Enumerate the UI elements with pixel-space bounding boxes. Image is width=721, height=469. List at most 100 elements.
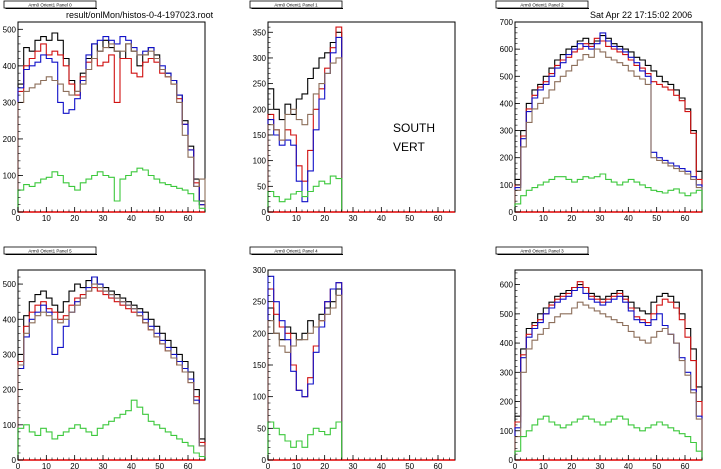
y-tick-label: 400 xyxy=(500,99,514,108)
x-tick-label: 50 xyxy=(652,214,661,223)
y-tick-label: 50 xyxy=(257,424,266,433)
y-tick-label: 300 xyxy=(500,368,514,377)
series-black xyxy=(17,32,206,212)
series-blue xyxy=(267,275,348,461)
x-tick-label: 50 xyxy=(155,462,164,469)
series-blue xyxy=(514,286,703,460)
y-tick-label: 300 xyxy=(3,98,17,107)
series-brown xyxy=(267,57,348,213)
series-green xyxy=(17,399,206,460)
series-blue xyxy=(514,32,703,212)
x-tick-label: 0 xyxy=(16,462,21,469)
y-tick-label: 400 xyxy=(3,62,17,71)
series-red xyxy=(267,282,348,461)
series-black xyxy=(514,35,703,212)
timestamp: Sat Apr 22 17:15:02 2006 xyxy=(590,10,693,20)
x-tick-label: 60 xyxy=(184,214,193,223)
panel-title: Arm0 Orient1 Panel 1 xyxy=(274,3,318,8)
series-brown xyxy=(17,283,206,460)
y-tick-label: 300 xyxy=(253,266,267,275)
series-red xyxy=(514,37,703,212)
series-brown xyxy=(514,48,703,212)
histogram-panel-3: Arm0 Orient1 Panel 5 0 10 20 30 40 50 60 0 100 200… xyxy=(3,246,206,469)
y-tick-label: 100 xyxy=(3,171,17,180)
x-tick-label: 0 xyxy=(513,214,518,223)
y-tick-label: 600 xyxy=(500,281,514,290)
x-tick-label: 60 xyxy=(184,462,193,469)
series-brown xyxy=(17,43,206,212)
x-tick-label: 40 xyxy=(127,214,136,223)
series-green xyxy=(514,415,703,460)
x-tick-label: 50 xyxy=(155,214,164,223)
x-tick-label: 0 xyxy=(16,214,21,223)
x-tick-label: 40 xyxy=(624,214,633,223)
x-tick-label: 60 xyxy=(434,214,443,223)
histogram-panel-2: Arm0 Orient1 Panel 20 10 20 30 40 50 600100200… xyxy=(495,0,703,223)
y-tick-label: 300 xyxy=(500,127,514,136)
y-tick-label: 200 xyxy=(3,135,17,144)
y-tick-label: 250 xyxy=(253,80,267,89)
x-tick-label: 30 xyxy=(99,214,108,223)
series-green xyxy=(267,175,348,213)
x-tick-label: 50 xyxy=(405,462,414,469)
y-tick-label: 400 xyxy=(500,339,514,348)
series-blue xyxy=(267,36,348,213)
x-tick-label: 50 xyxy=(405,214,414,223)
panel-title: Arm0 Orient1 Panel 4 xyxy=(274,249,318,254)
y-tick-label: 50 xyxy=(257,182,266,191)
y-tick-label: 500 xyxy=(3,280,17,289)
panel-title: Arm0 Orient1 Panel 5 xyxy=(28,249,72,254)
series-blue xyxy=(17,36,206,212)
y-tick-label: 100 xyxy=(500,181,514,190)
y-tick-label: 500 xyxy=(3,25,17,34)
x-tick-label: 20 xyxy=(320,462,329,469)
x-tick-label: 60 xyxy=(434,462,443,469)
x-tick-label: 30 xyxy=(349,214,358,223)
x-tick-label: 40 xyxy=(624,462,633,469)
y-tick-label: 150 xyxy=(253,131,267,140)
y-tick-label: 0 xyxy=(262,456,267,465)
y-tick-label: 600 xyxy=(500,45,514,54)
x-tick-label: 10 xyxy=(539,462,548,469)
x-tick-label: 30 xyxy=(596,214,605,223)
y-tick-label: 300 xyxy=(253,54,267,63)
y-tick-label: 0 xyxy=(12,208,17,217)
panel-title: Arm0 Orient1 Panel 3 xyxy=(520,249,564,254)
y-tick-label: 400 xyxy=(3,315,17,324)
y-tick-label: 200 xyxy=(253,329,267,338)
x-tick-label: 20 xyxy=(70,214,79,223)
histogram-panel-4: Arm0 Orient1 Panel 4 0 10 20 30 40 50 60 0 50 100 1… xyxy=(249,246,456,469)
y-tick-label: 250 xyxy=(253,298,267,307)
x-tick-label: 50 xyxy=(652,462,661,469)
y-tick-label: 0 xyxy=(509,208,514,217)
x-tick-label: 40 xyxy=(127,462,136,469)
file-name: result/onlMon/histos-0-4-197023.root xyxy=(66,10,214,20)
histogram-panel-5: Arm0 Orient1 Panel 3 0 10 20 30 40 50 600 100 200… xyxy=(495,246,703,469)
x-tick-label: 20 xyxy=(70,462,79,469)
y-tick-label: 350 xyxy=(253,28,267,37)
x-tick-label: 10 xyxy=(42,214,51,223)
y-tick-label: 500 xyxy=(500,310,514,319)
x-tick-label: 0 xyxy=(266,462,271,469)
series-green xyxy=(267,421,348,461)
x-tick-label: 20 xyxy=(567,462,576,469)
annotation-south: SOUTH xyxy=(393,121,435,135)
x-tick-label: 30 xyxy=(349,462,358,469)
series-green xyxy=(514,173,703,212)
panel-title: Arm0 Orient1 Panel 2 xyxy=(520,3,564,8)
x-tick-label: 40 xyxy=(377,214,386,223)
y-tick-label: 100 xyxy=(500,427,514,436)
y-tick-label: 0 xyxy=(509,456,514,465)
series-brown xyxy=(267,294,348,461)
y-tick-label: 200 xyxy=(500,398,514,407)
y-tick-label: 100 xyxy=(253,157,267,166)
x-tick-label: 30 xyxy=(596,462,605,469)
x-tick-label: 10 xyxy=(539,214,548,223)
y-tick-label: 700 xyxy=(500,18,514,27)
y-tick-label: 500 xyxy=(500,72,514,81)
histogram-panel-0: Arm0 Orient1 Panel 0 0 10 20 30 40 50 60 0 100 200… xyxy=(3,0,206,223)
x-tick-label: 60 xyxy=(681,462,690,469)
x-tick-label: 20 xyxy=(567,214,576,223)
y-tick-label: 0 xyxy=(262,208,267,217)
